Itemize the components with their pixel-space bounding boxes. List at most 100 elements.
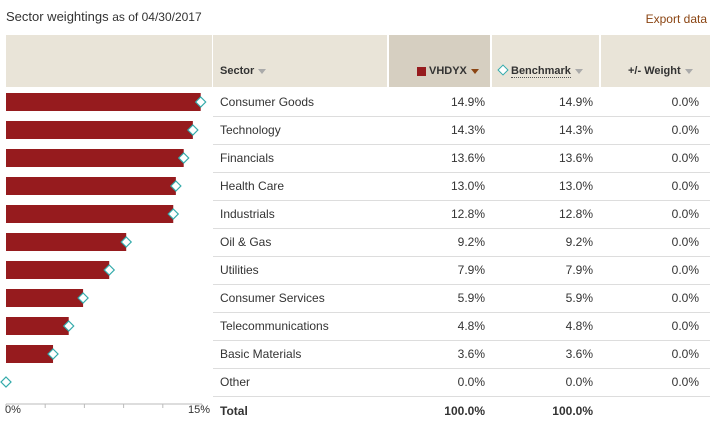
sector-name: Industrials (220, 207, 275, 221)
axis-max-label: 15% (188, 404, 211, 416)
row-divider (213, 284, 710, 285)
benchmark-marker (187, 124, 199, 136)
fund-bar (6, 205, 174, 223)
benchmark-marker (0, 376, 12, 388)
benchmark-value: 4.8% (565, 319, 593, 333)
weight-diff-value: 0.0% (671, 95, 699, 109)
fund-header-label: VHDYX (429, 65, 467, 77)
benchmark-value: 5.9% (565, 291, 593, 305)
fund-value: 7.9% (457, 263, 485, 277)
row-divider (213, 312, 710, 313)
sector-column-header[interactable]: Sector (220, 65, 267, 77)
row-divider (213, 200, 710, 201)
row-divider (213, 228, 710, 229)
fund-value: 9.2% (457, 235, 485, 249)
sector-name: Financials (220, 151, 275, 165)
sector-name: Consumer Services (220, 291, 325, 305)
weight-diff-value: 0.0% (671, 179, 699, 193)
benchmark-marker (47, 348, 59, 360)
fund-header-bg (389, 35, 490, 87)
weight-diff-value: 0.0% (671, 319, 699, 333)
weight-column-header[interactable]: +/- Weight (628, 65, 693, 77)
row-divider (213, 116, 710, 117)
sector-name: Consumer Goods (220, 95, 315, 109)
benchmark-marker (77, 292, 89, 304)
sort-arrow-icon (470, 68, 479, 74)
export-data-link[interactable]: Export data (645, 12, 707, 26)
weight-header-bg (601, 35, 710, 87)
benchmark-marker (177, 152, 190, 164)
sector-name: Utilities (220, 263, 259, 277)
weight-diff-value: 0.0% (671, 151, 699, 165)
sort-arrow-icon (574, 68, 583, 74)
benchmark-column-header[interactable]: Benchmark (497, 64, 583, 78)
sector-name: Other (220, 375, 251, 389)
benchmark-marker (194, 96, 207, 108)
weight-diff-value: 0.0% (671, 291, 699, 305)
fund-bar (6, 345, 54, 363)
sector-header-bg (213, 35, 387, 87)
weight-diff-value: 0.0% (671, 347, 699, 361)
fund-bar (6, 317, 69, 335)
fund-value: 12.8% (450, 207, 485, 221)
weight-diff-value: 0.0% (671, 263, 699, 277)
weight-diff-value: 0.0% (671, 123, 699, 137)
row-divider (213, 256, 710, 257)
benchmark-marker (170, 180, 182, 192)
row-divider (213, 340, 710, 341)
fund-bar (6, 149, 184, 167)
sort-arrow-icon (258, 68, 267, 74)
weight-diff-value: 0.0% (671, 235, 699, 249)
benchmark-marker (120, 236, 133, 248)
fund-bar (6, 177, 176, 195)
fund-swatch-icon (417, 66, 426, 76)
benchmark-value: 12.8% (558, 207, 593, 221)
fund-value: 4.8% (457, 319, 485, 333)
fund-bar (6, 261, 110, 279)
benchmark-marker (103, 264, 116, 276)
fund-value: 13.0% (450, 179, 485, 193)
benchmark-value: 3.6% (565, 347, 593, 361)
benchmark-value: 7.9% (565, 263, 593, 277)
row-divider (213, 144, 710, 145)
benchmark-value: 14.9% (558, 95, 593, 109)
weight-diff-value: 0.0% (671, 207, 699, 221)
axis-min-label: 0% (5, 404, 21, 416)
benchmark-header-bg (492, 35, 599, 87)
fund-bar (6, 233, 127, 251)
benchmark-value: 9.2% (565, 235, 593, 249)
sector-name: Technology (220, 123, 281, 137)
fund-column-header[interactable]: VHDYX (417, 65, 479, 77)
page-title: Sector weightings as of 04/30/2017 (6, 9, 202, 24)
fund-bar (6, 93, 201, 111)
sector-header-label: Sector (220, 65, 255, 77)
fund-bar (6, 289, 84, 307)
row-divider (213, 172, 710, 173)
total-fund-value: 100.0% (444, 404, 485, 418)
fund-value: 13.6% (450, 151, 485, 165)
fund-value: 5.9% (457, 291, 485, 305)
chart-header-bg (6, 35, 212, 87)
benchmark-marker (167, 208, 180, 220)
benchmark-value: 13.0% (558, 179, 593, 193)
sector-name: Health Care (220, 179, 285, 193)
total-benchmark-value: 100.0% (552, 404, 593, 418)
benchmark-value: 13.6% (558, 151, 593, 165)
weight-diff-value: 0.0% (671, 375, 699, 389)
sector-name: Basic Materials (220, 347, 302, 361)
fund-value: 0.0% (457, 375, 485, 389)
sector-name: Telecommunications (220, 319, 329, 333)
benchmark-header-label: Benchmark (511, 65, 571, 78)
title-text: Sector weightings (6, 9, 109, 24)
weight-header-label: +/- Weight (628, 65, 681, 77)
as-of-date: as of 04/30/2017 (112, 10, 202, 24)
benchmark-marker (62, 320, 75, 332)
fund-bar (6, 121, 193, 139)
total-label: Total (220, 404, 248, 418)
fund-value: 14.3% (450, 123, 485, 137)
sector-name: Oil & Gas (220, 235, 272, 249)
fund-value: 14.9% (450, 95, 485, 109)
sort-arrow-icon (684, 68, 693, 74)
benchmark-value: 0.0% (565, 375, 593, 389)
